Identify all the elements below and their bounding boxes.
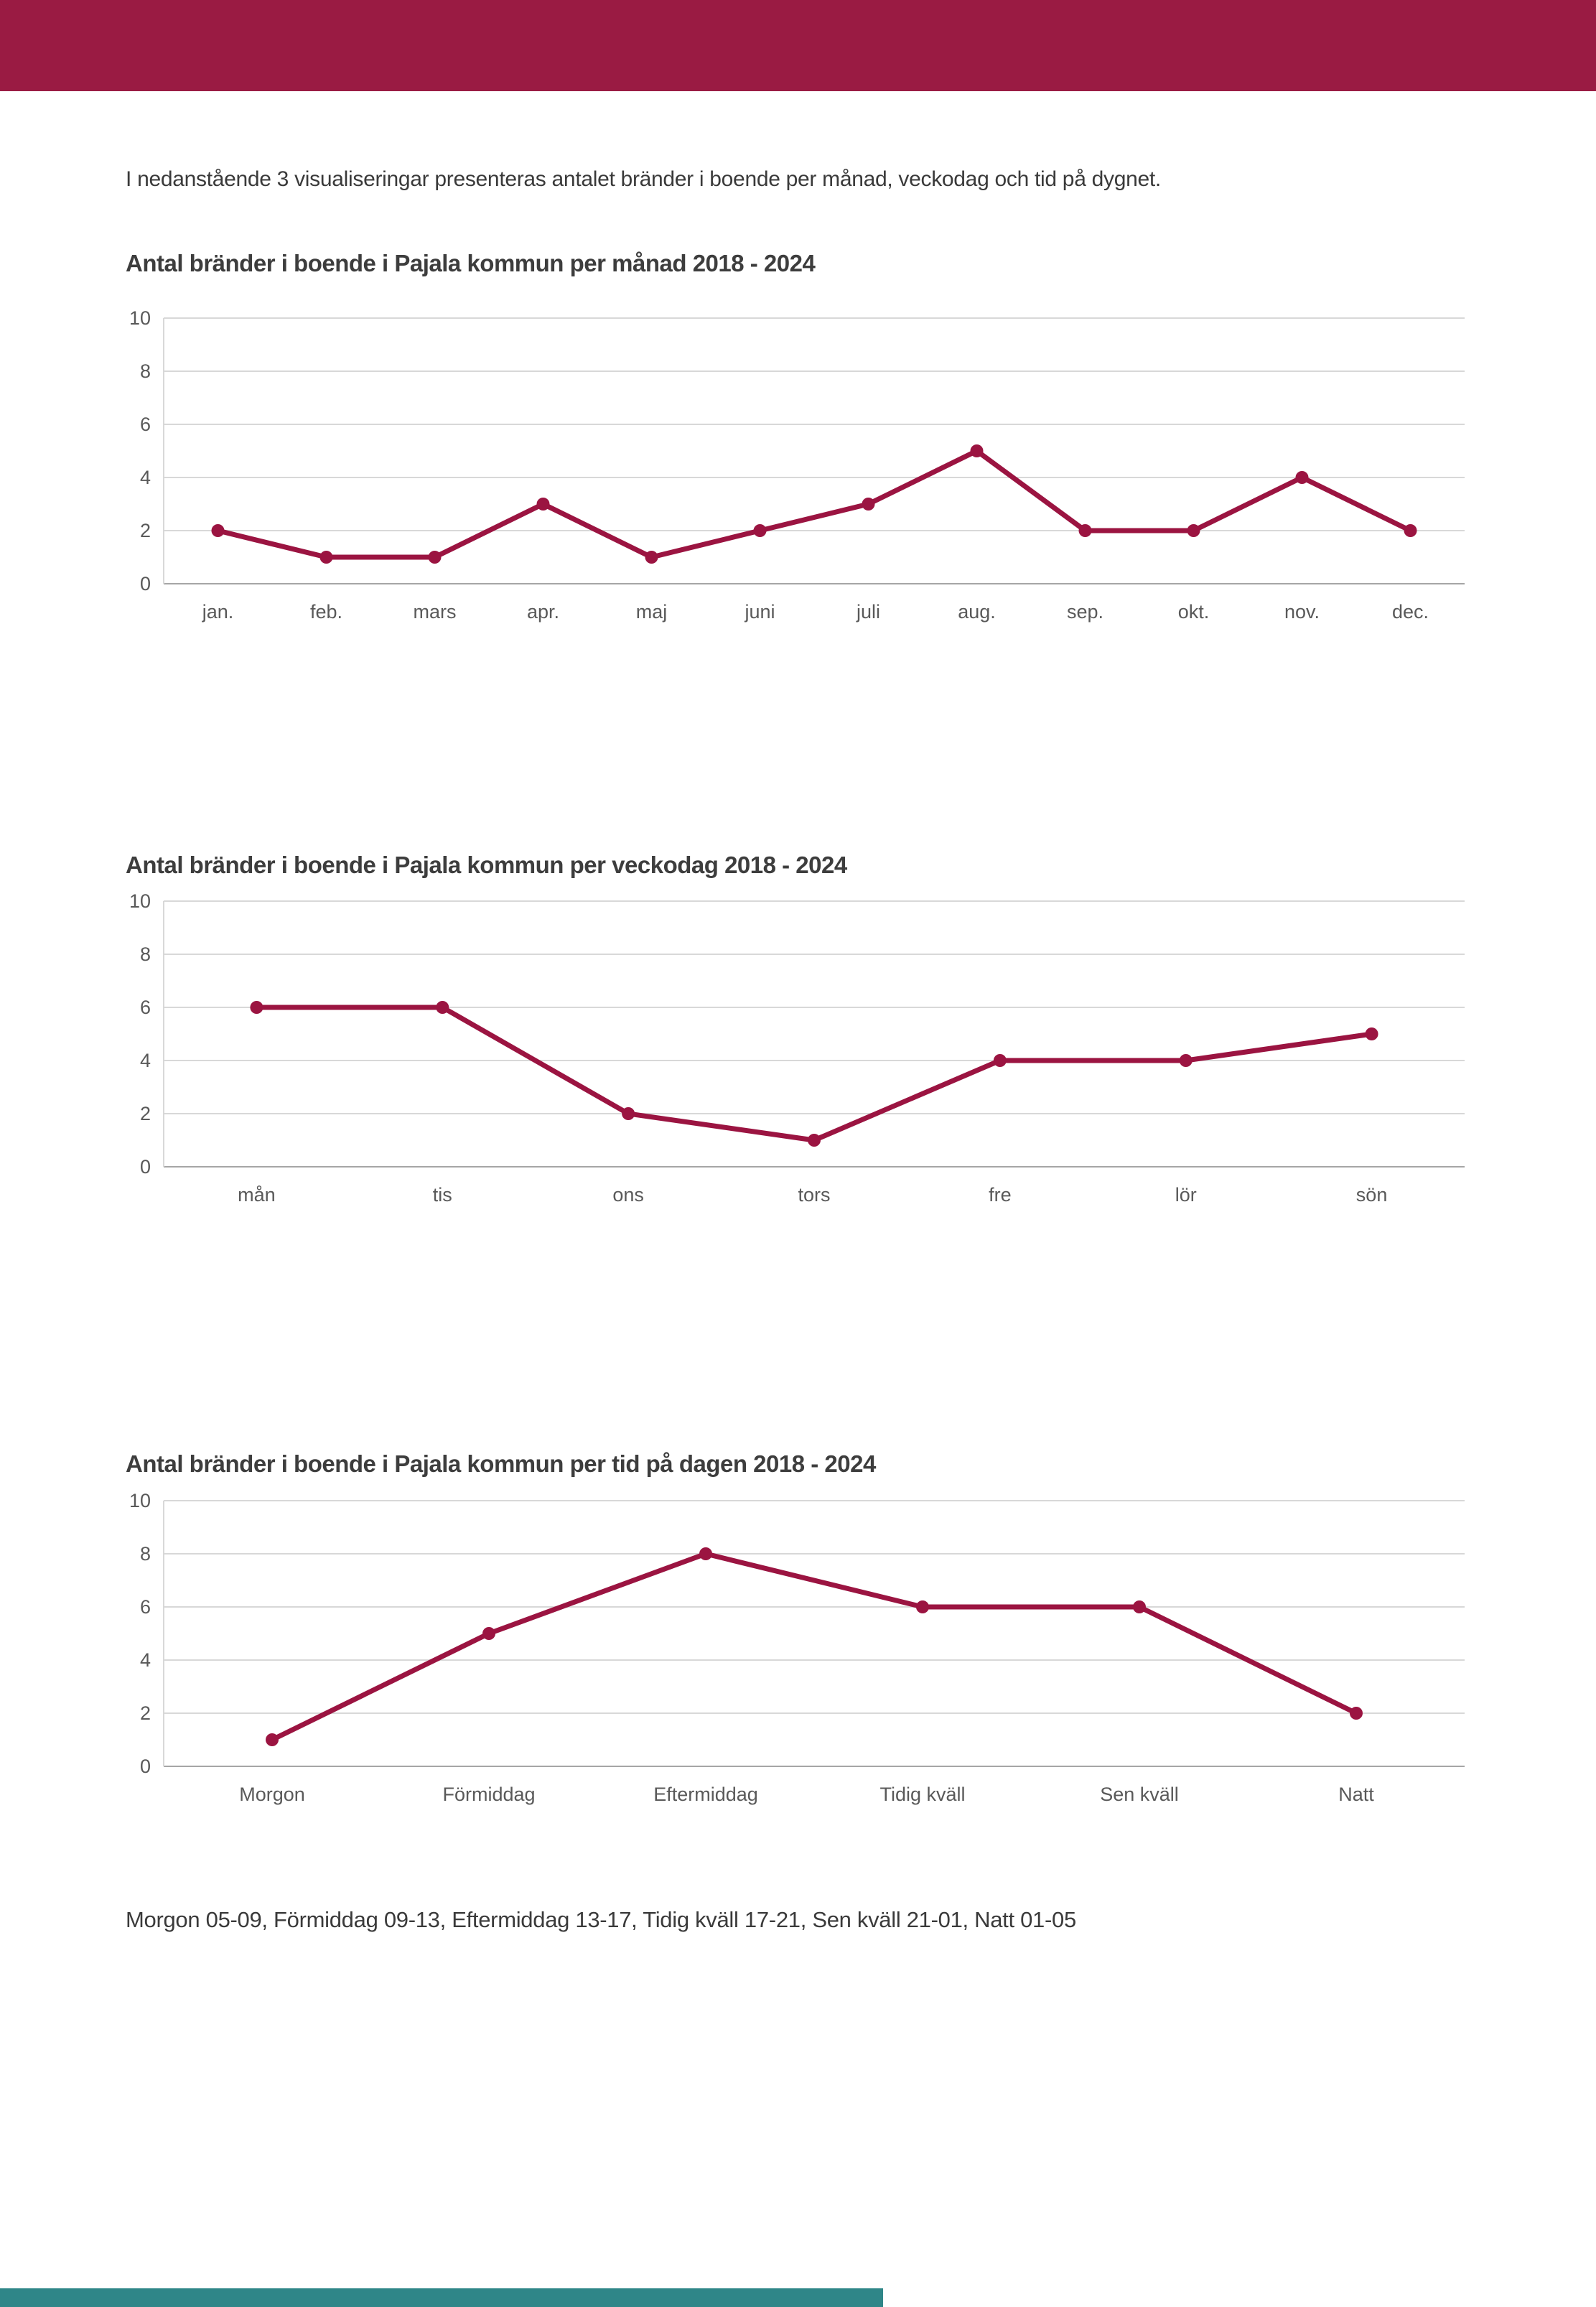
svg-text:8: 8 xyxy=(140,1543,151,1565)
svg-text:Tidig kväll: Tidig kväll xyxy=(879,1784,965,1805)
svg-text:10: 10 xyxy=(129,311,151,329)
svg-text:maj: maj xyxy=(636,601,668,623)
svg-text:juni: juni xyxy=(744,601,775,623)
svg-text:0: 0 xyxy=(140,1156,151,1178)
svg-text:Sen kväll: Sen kväll xyxy=(1100,1784,1179,1805)
line-chart-per-tid-pa-dagen: 0 2 4 6 8 10 Morgon Förmiddag Eftermiddag Tidig k… xyxy=(129,1493,1465,1805)
svg-text:0: 0 xyxy=(140,1756,151,1777)
line-chart-per-veckodag: 0 2 4 6 8 10 mån tis ons tors fre lör sön xyxy=(129,894,1465,1206)
svg-text:Eftermiddag: Eftermiddag xyxy=(653,1784,758,1805)
svg-text:Förmiddag: Förmiddag xyxy=(442,1784,535,1805)
bottom-teal-band xyxy=(0,2288,883,2307)
svg-text:4: 4 xyxy=(140,1050,151,1071)
intro-text: I nedanstående 3 visualiseringar present… xyxy=(126,167,1161,191)
svg-text:dec.: dec. xyxy=(1392,601,1429,623)
svg-text:sön: sön xyxy=(1356,1184,1388,1206)
time-ranges-footnote: Morgon 05-09, Förmiddag 09-13, Eftermidd… xyxy=(126,1907,1076,1932)
svg-text:jan.: jan. xyxy=(202,601,234,623)
svg-text:apr.: apr. xyxy=(527,601,559,623)
svg-text:2: 2 xyxy=(140,1103,151,1124)
svg-text:8: 8 xyxy=(140,360,151,382)
line-chart-per-manad: 0 2 4 6 8 10 jan. feb. mars apr. maj juni juli aug. se… xyxy=(129,311,1465,623)
svg-text:mån: mån xyxy=(238,1184,276,1206)
svg-text:4: 4 xyxy=(140,467,151,488)
svg-text:tors: tors xyxy=(798,1184,830,1206)
svg-text:lör: lör xyxy=(1175,1184,1197,1206)
top-accent-band xyxy=(0,0,1596,91)
svg-text:nov.: nov. xyxy=(1284,601,1320,623)
svg-text:6: 6 xyxy=(140,997,151,1018)
svg-text:2: 2 xyxy=(140,1702,151,1724)
svg-text:juli: juli xyxy=(856,601,880,623)
svg-text:Morgon: Morgon xyxy=(239,1784,305,1805)
svg-text:Natt: Natt xyxy=(1338,1784,1374,1805)
svg-text:sep.: sep. xyxy=(1067,601,1103,623)
svg-text:aug.: aug. xyxy=(958,601,996,623)
svg-text:mars: mars xyxy=(414,601,457,623)
svg-text:0: 0 xyxy=(140,573,151,595)
svg-text:6: 6 xyxy=(140,414,151,435)
chart-title-per-tid-pa-dagen: Antal bränder i boende i Pajala kommun p… xyxy=(126,1450,876,1477)
chart-title-per-manad: Antal bränder i boende i Pajala kommun p… xyxy=(126,250,816,276)
svg-text:okt.: okt. xyxy=(1178,601,1210,623)
svg-text:6: 6 xyxy=(140,1596,151,1618)
chart-title-per-veckodag: Antal bränder i boende i Pajala kommun p… xyxy=(126,852,847,878)
svg-text:10: 10 xyxy=(129,1493,151,1511)
svg-text:feb.: feb. xyxy=(310,601,342,623)
svg-text:ons: ons xyxy=(612,1184,644,1206)
svg-text:fre: fre xyxy=(989,1184,1012,1206)
svg-text:2: 2 xyxy=(140,520,151,541)
svg-text:4: 4 xyxy=(140,1649,151,1671)
svg-text:10: 10 xyxy=(129,894,151,912)
svg-text:8: 8 xyxy=(140,943,151,965)
svg-text:tis: tis xyxy=(433,1184,452,1206)
